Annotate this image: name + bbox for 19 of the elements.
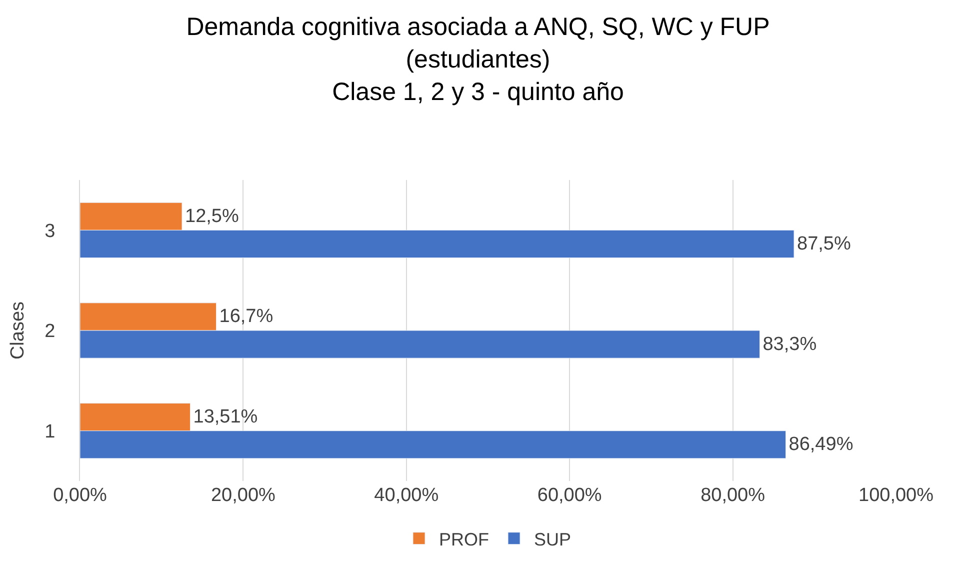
x-tick-label: 60,00% <box>537 485 602 506</box>
legend-label: PROF <box>439 529 490 550</box>
legend-label: SUP <box>534 529 572 550</box>
x-tick-label: 80,00% <box>700 485 766 506</box>
x-tick-label: 100,00% <box>858 485 934 506</box>
data-label: 87,5% <box>797 233 851 254</box>
x-tick-label: 0,00% <box>53 485 108 506</box>
y-tick-label: 3 <box>44 220 56 242</box>
y-tick-label: 2 <box>44 321 56 342</box>
y-tick-label: 1 <box>44 421 56 442</box>
data-label: 12,5% <box>185 206 239 227</box>
y-axis-title: Clases <box>7 301 28 360</box>
data-label: 83,3% <box>762 334 817 355</box>
data-label: 16,7% <box>219 306 274 328</box>
data-label: 13,51% <box>193 406 258 428</box>
x-tick-label: 40,00% <box>374 485 439 506</box>
chart-title: Demanda cognitiva asociada a ANQ, SQ, WC y FUP (estudiantes) Clase 1, 2 y 3 - quinto año <box>186 12 770 106</box>
x-tick-label: 20,00% <box>210 485 276 506</box>
data-label: 86,49% <box>788 434 854 456</box>
